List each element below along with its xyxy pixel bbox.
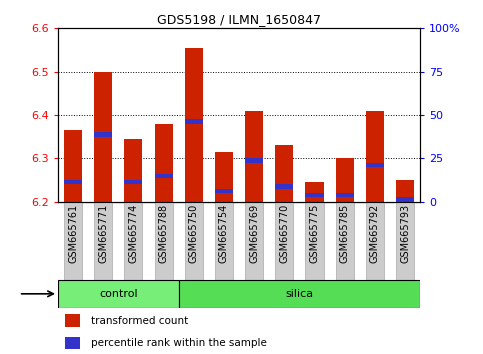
Bar: [94, 72, 113, 202]
Text: GSM665771: GSM665771: [98, 204, 108, 263]
Bar: [306, 193, 324, 198]
Bar: [185, 202, 203, 280]
Bar: [64, 202, 82, 280]
Bar: [65, 314, 80, 327]
Bar: [125, 202, 142, 280]
Text: silica: silica: [285, 289, 313, 299]
Text: GSM665775: GSM665775: [310, 204, 320, 263]
Text: GSM665792: GSM665792: [370, 204, 380, 263]
Bar: [336, 193, 354, 198]
Text: GSM665761: GSM665761: [68, 204, 78, 263]
Bar: [245, 111, 263, 202]
Bar: [215, 202, 233, 280]
Bar: [245, 202, 263, 280]
Bar: [64, 130, 82, 202]
Bar: [94, 202, 112, 280]
Text: GSM665793: GSM665793: [400, 204, 410, 263]
Bar: [275, 202, 294, 280]
Bar: [396, 180, 414, 202]
Bar: [336, 158, 354, 202]
Bar: [125, 180, 142, 184]
Bar: [94, 132, 113, 137]
Text: percentile rank within the sample: percentile rank within the sample: [91, 338, 267, 348]
Bar: [306, 202, 324, 280]
Bar: [336, 202, 354, 280]
Bar: [125, 139, 142, 202]
Bar: [155, 173, 173, 178]
Bar: [275, 145, 294, 202]
Text: transformed count: transformed count: [91, 316, 188, 326]
Text: GSM665785: GSM665785: [340, 204, 350, 263]
Bar: [275, 184, 294, 189]
Bar: [396, 198, 414, 202]
Bar: [185, 48, 203, 202]
Bar: [179, 280, 420, 308]
Bar: [215, 152, 233, 202]
Text: GSM665769: GSM665769: [249, 204, 259, 263]
Bar: [366, 202, 384, 280]
Text: GSM665750: GSM665750: [189, 204, 199, 263]
Bar: [65, 337, 80, 349]
Bar: [396, 202, 414, 280]
Title: GDS5198 / ILMN_1650847: GDS5198 / ILMN_1650847: [157, 13, 321, 26]
Bar: [366, 111, 384, 202]
Bar: [155, 202, 173, 280]
Text: GSM665788: GSM665788: [158, 204, 169, 263]
Bar: [185, 119, 203, 124]
Text: GSM665770: GSM665770: [279, 204, 289, 263]
Bar: [64, 180, 82, 184]
Text: control: control: [99, 289, 138, 299]
Bar: [58, 280, 179, 308]
Bar: [366, 163, 384, 167]
Bar: [215, 189, 233, 193]
Bar: [245, 158, 263, 163]
Bar: [306, 182, 324, 202]
Text: GSM665754: GSM665754: [219, 204, 229, 263]
Bar: [155, 124, 173, 202]
Text: GSM665774: GSM665774: [128, 204, 139, 263]
